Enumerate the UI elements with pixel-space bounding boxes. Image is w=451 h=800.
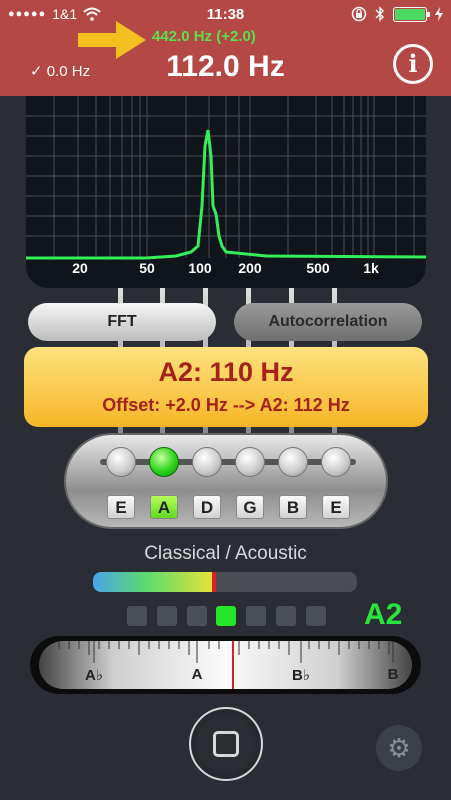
record-stop-button[interactable] <box>189 707 263 781</box>
wifi-icon <box>83 7 101 21</box>
tuning-indicator <box>246 606 266 626</box>
string-knob-e-high[interactable] <box>321 447 351 477</box>
string-selector: E A D G B E <box>64 433 388 529</box>
level-fill <box>93 572 215 592</box>
arrow-icon <box>78 21 146 59</box>
input-level-meter <box>93 572 357 592</box>
tuner-scale-face: A♭ A B♭ B <box>39 641 412 689</box>
tuning-indicator <box>127 606 147 626</box>
scale-label-a-flat-low: A♭ <box>85 667 103 684</box>
gear-icon: ⚙ <box>387 733 411 763</box>
string-knob-g[interactable] <box>235 447 265 477</box>
scale-label-b-flat: B♭ <box>292 667 310 684</box>
tuner-scale: A♭ A B♭ B <box>30 636 421 694</box>
offset-text: Offset: +2.0 Hz --> A2: 112 Hz <box>102 395 350 415</box>
status-bar: ●●●●● 1&1 11:38 <box>8 6 443 26</box>
spectrum-tick-label: 20 <box>72 260 88 276</box>
battery-fill <box>395 8 425 20</box>
autocorrelation-button[interactable]: Autocorrelation <box>234 303 422 341</box>
string-label-e-high[interactable]: E <box>322 495 350 519</box>
string-knob-a[interactable] <box>149 447 179 477</box>
rotation-lock-icon <box>351 6 367 22</box>
string-label-b[interactable]: B <box>279 495 307 519</box>
spectrum-display: 20 50 100 200 500 1k <box>26 96 426 288</box>
string-label-a[interactable]: A <box>150 495 178 519</box>
battery-icon <box>393 6 430 22</box>
spectrum-tick-label: 500 <box>306 260 330 276</box>
settings-button[interactable]: ⚙ <box>376 725 422 771</box>
status-right <box>351 6 443 22</box>
spectrum-tick-label: 50 <box>139 260 155 276</box>
scale-label-b: B <box>387 666 399 683</box>
signal-dots-icon: ●●●●● <box>8 8 47 20</box>
spectrum-tick-label: 200 <box>238 260 262 276</box>
status-time: 11:38 <box>206 6 245 23</box>
spectrum-tick-label: 100 <box>188 260 212 276</box>
stop-square-icon <box>213 731 239 757</box>
tuning-indicator-active <box>216 606 236 626</box>
carrier-label: 1&1 <box>52 6 78 22</box>
offset-indicator: ✓ 0.0 Hz <box>30 63 91 80</box>
bluetooth-icon <box>375 6 384 22</box>
info-button[interactable]: i <box>393 44 433 84</box>
string-label-g[interactable]: G <box>236 495 264 519</box>
spectrum-graph <box>26 96 426 260</box>
tuning-name[interactable]: Classical / Acoustic <box>144 543 307 564</box>
scale-label-a: A <box>191 666 203 683</box>
header-bar: ●●●●● 1&1 11:38 <box>0 0 451 96</box>
string-knob-e-low[interactable] <box>106 447 136 477</box>
detected-frequency: 112.0 Hz <box>166 50 285 83</box>
tuner-needle <box>232 641 234 689</box>
string-knob-d[interactable] <box>192 447 222 477</box>
spectrum-tick-label: 1k <box>363 260 379 276</box>
string-label-e-low[interactable]: E <box>107 495 135 519</box>
string-knob-b[interactable] <box>278 447 308 477</box>
status-left: ●●●●● 1&1 <box>8 6 101 22</box>
scale-ticks <box>58 641 394 663</box>
tuning-indicator <box>157 606 177 626</box>
current-note-label: A2 <box>364 598 403 631</box>
fft-button[interactable]: FFT <box>28 303 216 341</box>
detected-note: A2: 110 Hz <box>158 357 294 387</box>
string-label-d[interactable]: D <box>193 495 221 519</box>
level-peak-marker <box>212 572 217 592</box>
string-groove <box>100 459 356 465</box>
tuning-indicator <box>306 606 326 626</box>
reference-frequency[interactable]: 442.0 Hz (+2.0) <box>152 28 256 45</box>
battery-tip <box>427 11 430 17</box>
charging-icon <box>435 7 443 21</box>
note-display: A2: 110 Hz Offset: +2.0 Hz --> A2: 112 H… <box>24 347 428 427</box>
tuning-indicator <box>276 606 296 626</box>
tuning-indicator <box>187 606 207 626</box>
